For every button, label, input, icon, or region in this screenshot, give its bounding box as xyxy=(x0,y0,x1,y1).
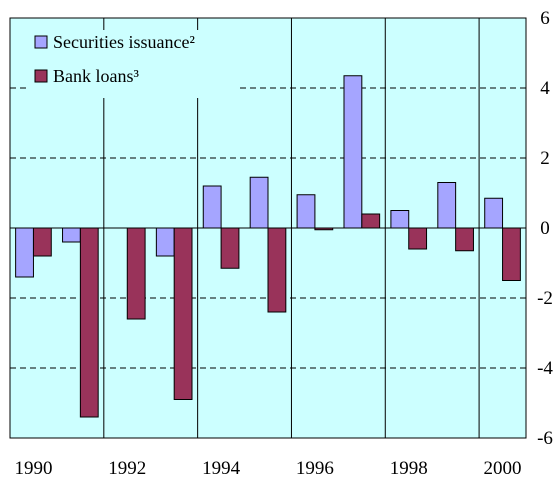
x-tick-label: 1990 xyxy=(14,458,52,478)
y-tick-label: 4 xyxy=(540,78,550,99)
y-axis: 6 4 2 0 -2 -4 -6 xyxy=(537,8,553,449)
legend-label-bank-loans: Bank loans³ xyxy=(53,66,139,86)
legend-background xyxy=(28,30,240,98)
legend-swatch-securities xyxy=(34,35,48,49)
bar-securities-1995 xyxy=(249,176,269,229)
bar-securities-1994 xyxy=(202,185,222,229)
bar-bank-loans-1999 xyxy=(455,227,474,252)
y-tick-label: -4 xyxy=(537,358,553,379)
bar-bank-loans-1997 xyxy=(361,213,381,229)
bar-bank-loans-1995 xyxy=(267,227,287,313)
bar-securities-1990 xyxy=(15,227,34,278)
y-tick-label: 6 xyxy=(540,8,550,29)
bar-bank-loans-1994 xyxy=(220,227,240,269)
bar-bank-loans-1998 xyxy=(408,227,428,250)
bar-securities-2000 xyxy=(484,197,504,229)
bar-securities-1996 xyxy=(296,194,316,229)
bars xyxy=(15,75,521,418)
bar-bank-loans-1992 xyxy=(126,227,146,320)
x-tick-label: 2000 xyxy=(484,458,522,478)
y-tick-label: -6 xyxy=(537,428,553,449)
x-tick-label: 1996 xyxy=(296,458,334,478)
legend: Securities issuance² Bank loans³ xyxy=(28,30,240,98)
bar-securities-1999 xyxy=(437,182,457,229)
bar-securities-1991 xyxy=(62,227,81,243)
x-tick-label: 1998 xyxy=(390,458,428,478)
y-tick-label: 0 xyxy=(540,218,550,239)
bar-securities-1993 xyxy=(155,227,175,257)
x-tick-label: 1992 xyxy=(108,458,146,478)
bar-securities-1997 xyxy=(343,75,363,229)
legend-label-securities: Securities issuance² xyxy=(53,32,195,52)
bar-bank-loans-1993 xyxy=(173,227,193,400)
bar-bank-loans-1990 xyxy=(32,227,52,257)
bar-bank-loans-2000 xyxy=(502,227,521,281)
bar-securities-1998 xyxy=(390,210,410,229)
bar-bank-loans-1991 xyxy=(79,227,99,418)
y-tick-label: 2 xyxy=(540,148,550,169)
x-axis: 1990 1992 1994 1996 1998 2000 xyxy=(14,458,521,478)
y-tick-label: -2 xyxy=(537,288,553,309)
legend-swatch-bank-loans xyxy=(34,69,48,83)
x-tick-label: 1994 xyxy=(202,458,241,478)
